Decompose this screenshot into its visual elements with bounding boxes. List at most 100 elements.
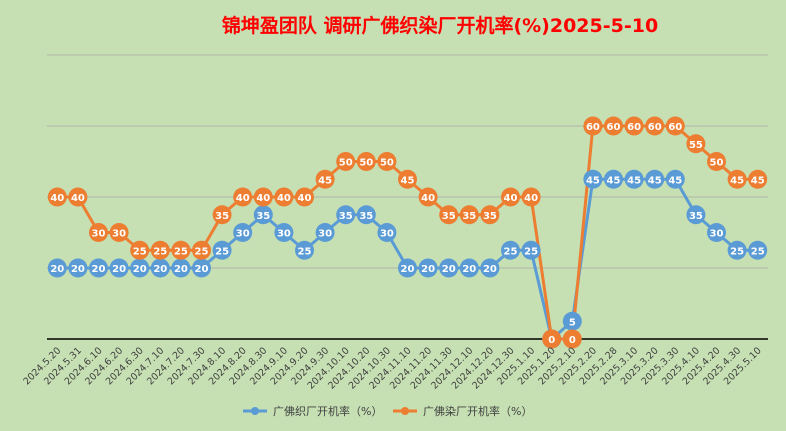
data-marker — [47, 258, 67, 278]
data-point: 30 — [377, 223, 397, 242]
data-label: 20 — [174, 264, 188, 275]
data-marker — [377, 223, 397, 242]
data-marker — [439, 258, 459, 278]
data-marker — [212, 240, 232, 260]
data-label: 40 — [236, 193, 250, 204]
data-point: 30 — [233, 223, 253, 242]
data-label: 20 — [442, 264, 456, 275]
data-point: 25 — [521, 240, 541, 260]
data-label: 45 — [668, 175, 682, 186]
data-marker — [645, 116, 665, 136]
data-marker — [583, 169, 603, 189]
data-label: 40 — [71, 193, 85, 204]
data-point: 20 — [418, 258, 438, 278]
data-label: 60 — [627, 122, 641, 133]
data-label: 60 — [648, 122, 662, 133]
grid-lines — [47, 54, 768, 340]
data-label: 25 — [133, 246, 147, 257]
data-point: 45 — [665, 169, 685, 189]
data-label: 25 — [751, 246, 765, 257]
data-point: 0 — [562, 329, 582, 349]
legend-marker — [251, 407, 259, 415]
data-marker — [665, 116, 685, 136]
data-marker — [418, 187, 438, 207]
data-label: 30 — [92, 229, 106, 240]
data-label: 20 — [421, 264, 435, 275]
data-point: 30 — [315, 223, 335, 242]
data-label: 40 — [256, 193, 270, 204]
data-point: 60 — [604, 116, 623, 136]
data-label: 60 — [607, 122, 621, 133]
data-marker — [336, 152, 356, 171]
data-point: 45 — [604, 169, 623, 189]
data-marker — [686, 205, 706, 225]
data-point: 40 — [47, 187, 67, 207]
data-marker — [501, 240, 520, 260]
data-point: 50 — [356, 152, 376, 171]
data-label: 25 — [215, 246, 229, 257]
data-label: 20 — [195, 264, 209, 275]
data-label: 45 — [730, 175, 744, 186]
data-label: 20 — [153, 264, 167, 275]
data-point: 20 — [150, 258, 170, 278]
data-point: 20 — [68, 258, 88, 278]
data-marker — [295, 187, 314, 207]
data-point: 35 — [439, 205, 459, 225]
data-label: 50 — [710, 158, 724, 169]
data-marker — [604, 116, 623, 136]
legend-item: 广佛染厂开机率（%） — [393, 404, 532, 418]
data-marker — [624, 169, 644, 189]
data-marker — [604, 169, 623, 189]
data-marker — [356, 205, 376, 225]
data-marker — [521, 187, 541, 207]
data-marker — [645, 169, 665, 189]
data-label: 45 — [627, 175, 641, 186]
data-point: 20 — [130, 258, 150, 278]
series-markers: 20 20 20 20 20 20 20 20 25 30 35 30 25 30 35 35 30 20 20 20… — [47, 116, 768, 349]
data-marker — [315, 169, 335, 189]
data-marker — [89, 258, 108, 278]
legend-label: 广佛染厂开机率（%） — [423, 404, 532, 418]
data-point: 20 — [109, 258, 129, 278]
data-marker — [542, 329, 562, 349]
data-label: 5 — [569, 317, 576, 328]
data-marker — [459, 258, 479, 278]
data-label: 25 — [298, 246, 312, 257]
data-label: 45 — [586, 175, 600, 186]
data-label: 45 — [318, 175, 332, 186]
data-marker — [665, 169, 685, 189]
data-marker — [89, 223, 108, 242]
data-label: 25 — [174, 246, 188, 257]
data-label: 30 — [380, 229, 394, 240]
data-marker — [480, 205, 500, 225]
data-marker — [439, 205, 459, 225]
data-point: 30 — [109, 223, 129, 242]
data-marker — [336, 205, 356, 225]
data-point: 20 — [480, 258, 500, 278]
data-label: 55 — [689, 140, 703, 151]
series-lines — [57, 124, 758, 341]
data-point: 35 — [336, 205, 356, 225]
data-point: 35 — [356, 205, 376, 225]
data-marker — [130, 258, 150, 278]
data-point: 45 — [727, 169, 747, 189]
data-marker — [583, 116, 603, 136]
data-label: 45 — [751, 175, 765, 186]
data-marker — [398, 258, 417, 278]
data-label: 45 — [401, 175, 415, 186]
data-point: 40 — [295, 187, 314, 207]
data-marker — [150, 240, 170, 260]
data-marker — [727, 240, 747, 260]
data-point: 60 — [645, 116, 665, 136]
data-point: 40 — [68, 187, 88, 207]
data-label: 35 — [215, 211, 229, 222]
series-line-1 — [57, 124, 758, 341]
data-marker — [748, 240, 768, 260]
data-marker — [47, 187, 67, 207]
data-marker — [686, 134, 706, 154]
data-label: 0 — [548, 335, 555, 346]
data-label: 35 — [462, 211, 476, 222]
data-point: 20 — [192, 258, 211, 278]
data-marker — [130, 240, 150, 260]
